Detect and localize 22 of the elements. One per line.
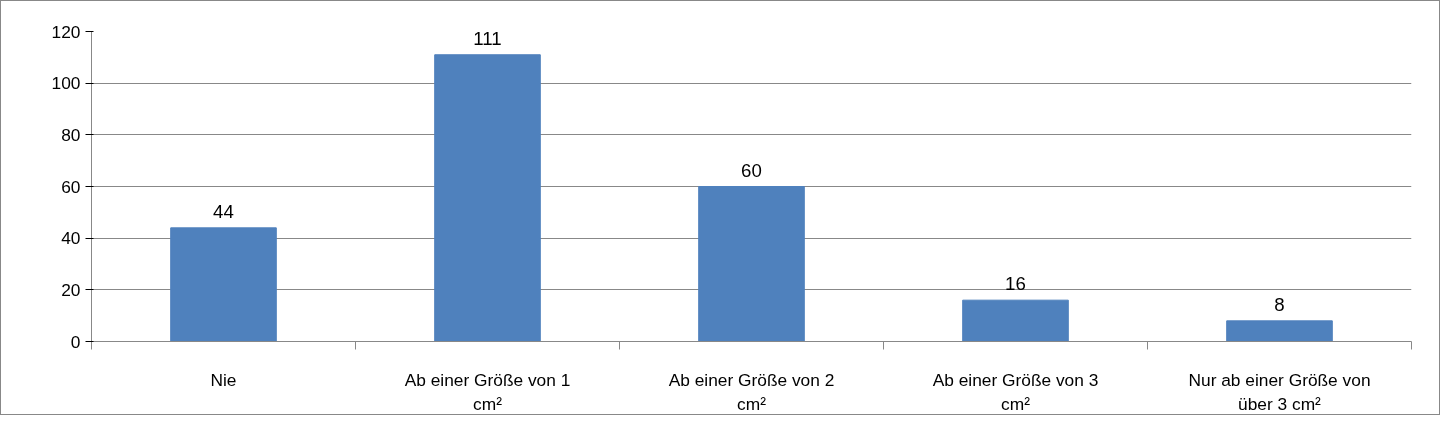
bar — [698, 186, 805, 342]
y-tick-label: 0 — [70, 331, 81, 352]
x-tick-label: Ab einer Größe von 3 cm² — [932, 369, 1099, 414]
data-label: 8 — [1274, 293, 1285, 315]
x-tick-label: Ab einer Größe von 1 cm² — [404, 369, 571, 414]
y-tick-label: 100 — [51, 73, 81, 94]
bar — [170, 227, 277, 342]
bar — [962, 299, 1069, 342]
x-tick-label: Nie — [210, 369, 237, 390]
y-tick-label: 20 — [61, 279, 81, 300]
data-label: 111 — [473, 27, 502, 49]
data-label: 44 — [213, 200, 234, 222]
y-tick-label: 80 — [61, 124, 81, 145]
y-tick-label: 60 — [61, 176, 81, 197]
data-label: 60 — [741, 159, 762, 181]
x-tick-label: Nur ab einer Größe von über 3 cm² — [1188, 369, 1371, 414]
y-tick-label: 120 — [51, 21, 81, 42]
x-tick-label: Ab einer Größe von 2 cm² — [668, 369, 835, 414]
bar — [1226, 320, 1333, 342]
bar — [434, 54, 541, 342]
data-label: 16 — [1005, 273, 1026, 295]
y-tick-label: 40 — [61, 228, 81, 249]
